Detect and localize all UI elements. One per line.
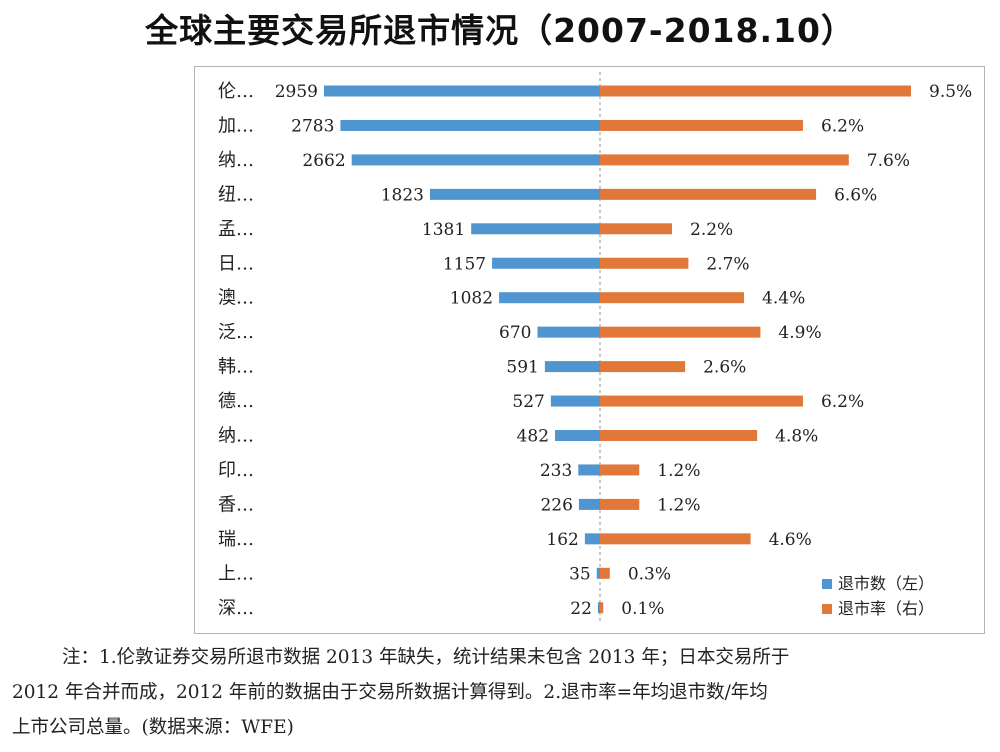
footnote-line-3: 上市公司总量。(数据来源：WFE) <box>12 717 294 738</box>
bar-right-rate <box>600 154 849 166</box>
data-label-count: 591 <box>506 358 538 378</box>
bar-right-rate <box>600 257 689 269</box>
data-label-count: 22 <box>570 599 592 619</box>
data-label-rate: 1.2% <box>657 495 700 515</box>
data-label-count: 226 <box>540 495 572 515</box>
bar-left-count <box>584 533 600 545</box>
bar-left-count <box>578 464 600 476</box>
category-label: 瑞… <box>218 529 254 550</box>
data-label-count: 35 <box>569 564 591 584</box>
data-label-count: 2959 <box>275 82 318 102</box>
footnote-line-2: 2012 年合并而成，2012 年前的数据由于交易所数据计算得到。2.退市率=年… <box>12 682 768 703</box>
legend-label-rate: 退市率（右） <box>838 599 934 618</box>
category-label: 伦… <box>218 81 254 102</box>
bar-left-count <box>550 395 600 407</box>
bar-right-rate <box>600 567 610 579</box>
data-label-rate: 6.6% <box>834 185 877 205</box>
data-label-rate: 2.2% <box>690 220 733 240</box>
bar-left-count <box>471 223 600 235</box>
data-label-count: 233 <box>540 461 572 481</box>
bar-right-rate <box>600 223 673 235</box>
footnote-line-1: 注：1.伦敦证券交易所退市数据 2013 年缺失，统计结果未包含 2013 年；… <box>62 647 790 668</box>
data-label-rate: 4.6% <box>769 530 812 550</box>
category-label: 孟… <box>218 219 254 240</box>
data-label-rate: 6.2% <box>821 392 864 412</box>
data-label-rate: 6.2% <box>821 116 864 136</box>
data-label-rate: 1.2% <box>657 461 700 481</box>
bar-left-count <box>596 567 600 579</box>
legend-swatch-rate <box>822 604 832 614</box>
bar-right-rate <box>600 188 817 200</box>
category-label: 香… <box>218 494 254 515</box>
bar-right-rate <box>600 395 803 407</box>
bar-right-rate <box>600 292 745 304</box>
data-label-count: 1157 <box>443 254 486 274</box>
legend-label-count: 退市数（左） <box>838 574 934 593</box>
category-label: 上… <box>218 563 254 584</box>
bar-left-count <box>537 326 600 338</box>
data-label-count: 162 <box>546 530 578 550</box>
bar-right-rate <box>600 119 803 131</box>
data-label-rate: 4.9% <box>778 323 821 343</box>
bar-left-count <box>555 430 600 441</box>
category-label: 泛… <box>218 322 254 343</box>
data-label-count: 482 <box>517 427 549 447</box>
data-label-rate: 0.3% <box>628 564 671 584</box>
delisting-chart: 伦… 2959 9.5% 加… 2783 6.2% 纳… 2662 7.6% 纽… 1823 6.6%… <box>218 72 972 622</box>
data-label-count: 1823 <box>381 185 424 205</box>
bar-left-count <box>544 361 600 373</box>
category-label: 加… <box>218 115 254 136</box>
data-label-rate: 9.5% <box>929 82 972 102</box>
bar-right-rate <box>600 498 640 510</box>
bar-left-count <box>340 119 600 131</box>
bar-right-rate <box>600 533 751 545</box>
data-label-count: 527 <box>512 392 544 412</box>
category-label: 印… <box>218 460 254 481</box>
category-label: 深… <box>218 598 254 619</box>
bar-right-rate <box>600 430 758 441</box>
data-label-rate: 0.1% <box>621 599 664 619</box>
category-label: 日… <box>218 253 254 274</box>
bar-right-rate <box>600 85 911 97</box>
chart-title: 全球主要交易所退市情况（2007-2018.10） <box>145 11 855 50</box>
bar-left-count <box>578 498 600 510</box>
bar-right-rate <box>600 326 761 338</box>
data-label-count: 670 <box>499 323 531 343</box>
data-label-rate: 7.6% <box>867 151 910 171</box>
category-label: 澳… <box>218 288 254 309</box>
category-label: 韩… <box>218 357 254 378</box>
category-label: 纽… <box>218 184 254 205</box>
data-label-count: 1381 <box>422 220 465 240</box>
category-label: 德… <box>218 391 254 412</box>
footnote: 注：1.伦敦证券交易所退市数据 2013 年缺失，统计结果未包含 2013 年；… <box>12 640 992 745</box>
bar-left-count <box>351 154 600 166</box>
data-label-count: 2662 <box>302 151 345 171</box>
data-label-rate: 2.6% <box>703 358 746 378</box>
bar-left-count <box>499 292 600 304</box>
category-label: 纳… <box>218 426 254 447</box>
category-label: 纳… <box>218 150 254 171</box>
bar-right-rate <box>600 361 686 373</box>
legend-swatch-count <box>822 579 832 589</box>
bar-right-rate <box>600 602 604 614</box>
bar-left-count <box>492 257 600 269</box>
bar-right-rate <box>600 464 640 476</box>
data-label-count: 1082 <box>450 289 493 309</box>
data-label-rate: 4.8% <box>775 427 818 447</box>
bar-left-count <box>597 602 600 614</box>
data-label-rate: 4.4% <box>762 289 805 309</box>
data-label-count: 2783 <box>291 116 334 136</box>
bar-left-count <box>429 188 600 200</box>
data-label-rate: 2.7% <box>706 254 749 274</box>
bar-left-count <box>324 85 600 97</box>
chart-frame <box>194 66 985 634</box>
